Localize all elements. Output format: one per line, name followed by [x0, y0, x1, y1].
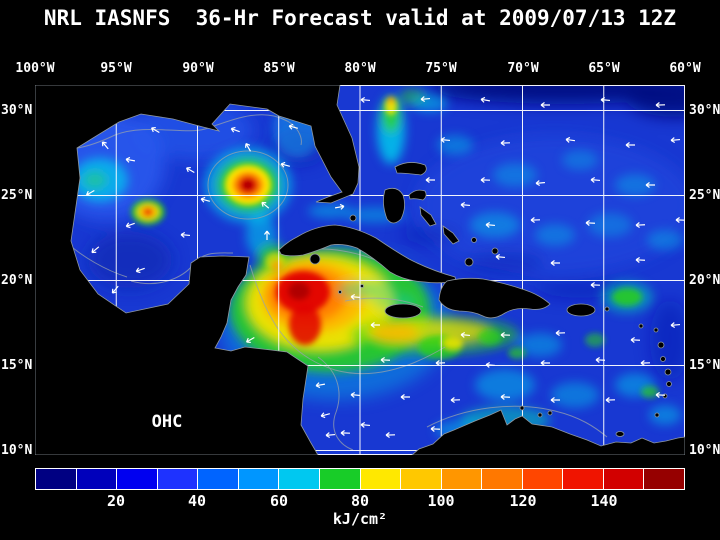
land-north-central-america: [35, 85, 360, 455]
colorbar-segment: [36, 469, 77, 489]
colorbar-segment: [360, 469, 402, 489]
lon-label-90w: 90°W: [182, 61, 214, 76]
lat-label-left-30n: 30°N: [1, 103, 33, 118]
lat-label-right-25n: 25°N: [689, 188, 720, 203]
lon-label-100w: 100°W: [15, 61, 55, 76]
colorbar-segment: [76, 469, 118, 489]
land-puerto-rico: [566, 303, 596, 317]
ohc-label: OHC: [152, 412, 183, 432]
lon-label-60w: 60°W: [669, 61, 701, 76]
lat-label-left-25n: 25°N: [1, 188, 33, 203]
colorbar-segment: [279, 469, 320, 489]
lon-label-70w: 70°W: [507, 61, 539, 76]
colorbar-tick-100: 100: [427, 492, 455, 510]
land-masses: [35, 85, 685, 455]
colorbar-segment: [441, 469, 483, 489]
colorbar-tick-20: 20: [106, 492, 126, 510]
colorbar-tick-80: 80: [350, 492, 370, 510]
colorbar-segment: [522, 469, 564, 489]
colorbar-segment: [117, 469, 158, 489]
colorbar: [35, 468, 685, 490]
land-south-america: [411, 409, 685, 455]
colorbar-segment: [157, 469, 199, 489]
lon-label-65w: 65°W: [588, 61, 620, 76]
lon-label-75w: 75°W: [425, 61, 457, 76]
colorbar-segment: [563, 469, 604, 489]
depth-contours: [36, 114, 608, 451]
land-hispaniola: [438, 277, 551, 319]
lat-label-left-15n: 15°N: [1, 358, 33, 373]
lon-label-95w: 95°W: [100, 61, 132, 76]
lat-label-left-10n: 10°N: [1, 443, 33, 458]
colorbar-tick-40: 40: [187, 492, 207, 510]
colorbar-segment: [603, 469, 645, 489]
colorbar-segment: [198, 469, 239, 489]
plot-title: NRL IASNFS 36-Hr Forecast valid at 2009/…: [43, 6, 677, 30]
lat-label-right-15n: 15°N: [689, 358, 720, 373]
lat-label-left-20n: 20°N: [1, 273, 33, 288]
lat-label-right-30n: 30°N: [689, 103, 720, 118]
land-jamaica: [384, 303, 422, 319]
colorbar-tick-60: 60: [269, 492, 289, 510]
colorbar-tick-120: 120: [509, 492, 537, 510]
colorbar-segment: [644, 469, 684, 489]
colorbar-segment: [238, 469, 280, 489]
colorbar-tick-140: 140: [590, 492, 618, 510]
ohc-map: OHC: [35, 85, 685, 455]
lon-label-80w: 80°W: [344, 61, 376, 76]
colorbar-segment: [482, 469, 523, 489]
lat-label-right-10n: 10°N: [689, 443, 720, 458]
colorbar-segment: [319, 469, 361, 489]
lat-label-right-20n: 20°N: [689, 273, 720, 288]
map-area: OHC: [35, 85, 685, 455]
colorbar-unit-label: kJ/cm²: [332, 510, 388, 528]
lon-label-85w: 85°W: [263, 61, 295, 76]
colorbar-segment: [401, 469, 442, 489]
land-cuba: [278, 224, 457, 284]
land-isle-of-youth: [309, 253, 321, 265]
land-bahamas: [349, 162, 499, 267]
